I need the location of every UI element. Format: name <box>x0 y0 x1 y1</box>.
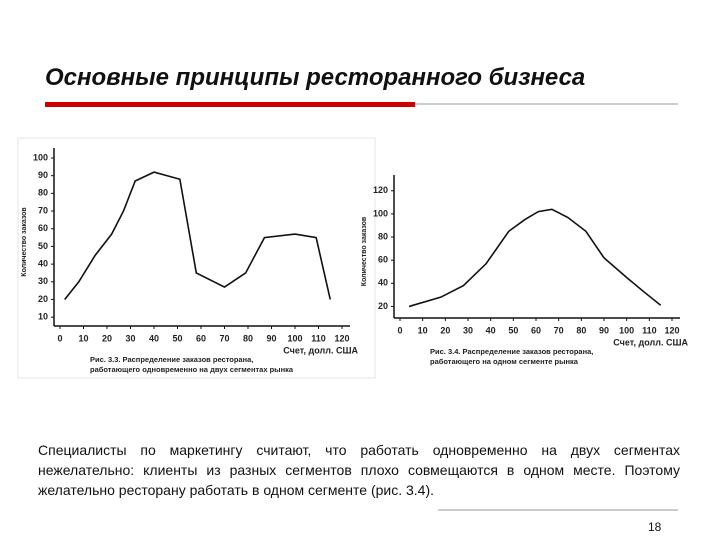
x-tick-label: 20 <box>102 333 112 343</box>
title-accent <box>45 102 415 107</box>
x-tick-label: 70 <box>219 333 229 343</box>
figure-caption: Рис. 3.3. Распределение заказов ресторан… <box>90 355 253 364</box>
y-tick-label: 60 <box>38 223 48 233</box>
y-tick-label: 10 <box>38 312 48 322</box>
y-tick-label: 50 <box>38 241 48 251</box>
figure-frame <box>17 137 376 379</box>
x-tick-label: 10 <box>418 325 428 335</box>
x-tick-label: 110 <box>311 333 326 343</box>
figure-caption: Рис. 3.4. Распределение заказов ресторан… <box>430 347 593 356</box>
x-tick-label: 90 <box>599 325 609 335</box>
y-tick-label: 120 <box>373 185 388 195</box>
x-tick-label: 120 <box>664 325 679 335</box>
x-tick-label: 0 <box>57 333 62 343</box>
x-tick-label: 70 <box>554 325 564 335</box>
y-tick-label: 20 <box>38 294 48 304</box>
x-tick-label: 60 <box>196 333 206 343</box>
data-line <box>408 208 662 308</box>
x-tick-label: 40 <box>149 333 159 343</box>
x-tick-label: 50 <box>172 333 182 343</box>
data-line <box>64 171 332 300</box>
body-text: Специалисты по маркетингу считают, что р… <box>38 442 680 498</box>
x-tick-label: 90 <box>266 333 276 343</box>
y-tick-label: 40 <box>38 258 48 268</box>
x-tick-label: 60 <box>531 325 541 335</box>
y-tick-label: 70 <box>38 205 48 215</box>
slide-title: Основные принципы ресторанного бизнеса <box>45 64 586 91</box>
x-tick-label: 30 <box>463 325 473 335</box>
y-tick-label: 100 <box>373 208 388 218</box>
y-tick-label: 40 <box>378 278 388 288</box>
x-tick-label: 50 <box>508 325 518 335</box>
x-tick-label: 110 <box>642 325 657 335</box>
x-tick-label: 120 <box>334 333 349 343</box>
page-number: 18 <box>648 520 662 534</box>
x-tick-label: 100 <box>287 333 302 343</box>
y-tick-label: 100 <box>33 152 48 162</box>
x-tick-label: 10 <box>78 333 88 343</box>
figure-caption: работающего на одном сегменте рынка <box>430 357 579 366</box>
y-tick-label: 30 <box>38 276 48 286</box>
x-tick-label: 0 <box>397 325 402 335</box>
x-axis-label: Счет, долл. США <box>613 337 688 347</box>
x-tick-label: 80 <box>576 325 586 335</box>
y-tick-label: 60 <box>378 255 388 265</box>
y-tick-label: 80 <box>38 188 48 198</box>
figure-caption: работающего одновременно на двух сегмент… <box>90 365 294 374</box>
y-tick-label: 80 <box>378 231 388 241</box>
x-tick-label: 30 <box>125 333 135 343</box>
x-tick-label: 100 <box>619 325 634 335</box>
y-tick-label: 20 <box>378 301 388 311</box>
x-tick-label: 20 <box>440 325 450 335</box>
x-tick-label: 80 <box>243 333 253 343</box>
x-tick-label: 40 <box>486 325 496 335</box>
y-axis-label: Количество заказов <box>361 216 368 286</box>
y-tick-label: 90 <box>38 170 48 180</box>
y-axis-label: Количество заказов <box>21 207 28 277</box>
x-axis-label: Счет, долл. США <box>283 345 358 355</box>
